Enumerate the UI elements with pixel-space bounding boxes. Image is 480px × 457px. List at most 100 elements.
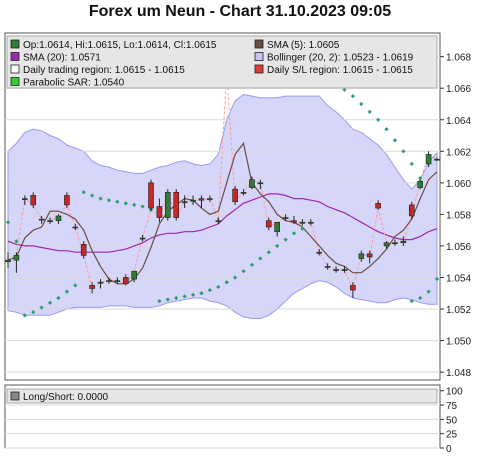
chart-title: Forex um Neun - Chart 31.10.2023 09:05	[88, 3, 392, 20]
sar-dot	[174, 295, 179, 301]
candle-body	[324, 266, 331, 268]
legend-swatch-icon	[10, 77, 20, 86]
sar-dot	[409, 299, 414, 304]
candle-body	[291, 220, 297, 223]
candle-body	[30, 195, 37, 206]
sar-dot	[384, 127, 389, 132]
sar-dot	[426, 289, 431, 294]
candle-body	[55, 215, 62, 221]
sar-dot	[409, 161, 414, 167]
close-link-line	[7, 70, 438, 292]
legend-label: Parabolic SAR: 1.0540	[23, 78, 125, 89]
sar-dot	[249, 262, 255, 267]
candle-body	[13, 255, 20, 261]
sar-dot	[392, 138, 398, 143]
candle-body	[64, 195, 70, 206]
legend-label: SMA (5): 1.0605	[267, 40, 340, 51]
sar-dot	[132, 202, 137, 208]
sar-dot	[157, 299, 162, 304]
sar-dot	[291, 231, 297, 236]
y-tick-label: 75	[446, 401, 458, 412]
candle-body	[114, 280, 121, 282]
candle-body	[47, 220, 53, 222]
candle-body	[148, 182, 154, 209]
y-tick-label: 1.060	[446, 179, 471, 190]
candle-body	[215, 220, 222, 222]
candle-body	[89, 285, 95, 289]
legend-swatch-icon	[254, 52, 264, 61]
candle-body	[383, 242, 390, 247]
sar-dot	[89, 193, 95, 198]
sar-dot	[106, 198, 112, 203]
longshort-label: Long/Short: 0.0000	[23, 392, 109, 403]
y-tick-label: 25	[446, 430, 458, 441]
legend-box	[6, 35, 438, 89]
legend-swatch-icon	[254, 39, 264, 49]
candle-body	[425, 154, 432, 165]
sar-dot	[98, 196, 103, 201]
sar-dot	[258, 256, 263, 261]
candle-body	[408, 204, 415, 217]
y-tick-label: 1.062	[446, 147, 471, 158]
sar-dot	[190, 292, 196, 297]
y-tick-label: 50	[446, 415, 458, 426]
candle-body	[434, 158, 440, 161]
y-tick-label: 1.050	[446, 337, 471, 348]
candle-body	[299, 221, 306, 224]
candle-body	[5, 259, 11, 263]
candle-body	[181, 201, 188, 204]
sar-dot	[300, 226, 305, 231]
candle-body	[240, 192, 247, 194]
candle-body	[165, 192, 171, 218]
y-tick-label: 0	[446, 444, 452, 455]
sar-dot	[165, 297, 170, 302]
candle-body	[198, 198, 205, 201]
candle-body	[131, 270, 137, 280]
bollinger-band	[7, 93, 438, 319]
y-tick-label: 1.066	[446, 84, 471, 95]
legend-label: Bollinger (20, 2): 1.0523 - 1.0619	[267, 53, 414, 64]
legend-swatch-icon	[254, 64, 264, 74]
legend-swatch-icon	[10, 52, 20, 61]
y-tick-label: 100	[446, 387, 463, 398]
sar-dot	[14, 239, 19, 244]
candle-body	[38, 218, 45, 221]
candle-body	[316, 251, 323, 254]
candle-body	[207, 198, 213, 200]
sma20-line	[7, 193, 438, 253]
candle-body	[366, 253, 373, 258]
y-tick-label: 1.052	[446, 305, 471, 316]
candle-body	[417, 180, 423, 188]
sma5-line	[7, 141, 438, 285]
candle-body	[341, 269, 348, 271]
sar-dot	[232, 275, 238, 280]
candle-body	[308, 221, 314, 224]
candle-body	[274, 221, 280, 233]
y-tick-label: 1.068	[446, 53, 471, 64]
sar-dot	[418, 295, 423, 301]
sar-dot	[140, 204, 145, 209]
candle-body	[249, 179, 255, 188]
sar-dot	[283, 237, 288, 242]
sar-dot	[123, 201, 128, 206]
candle-body	[400, 240, 407, 244]
candle-body	[173, 192, 180, 218]
sar-dot	[5, 220, 11, 225]
longshort-legend-box	[6, 388, 438, 404]
sar-dot	[401, 149, 406, 154]
candle-body	[106, 280, 112, 282]
y-tick-label: 1.056	[446, 242, 471, 253]
legend-label: Daily trading region: 1.0615 - 1.0615	[23, 65, 185, 76]
candle-body	[139, 237, 146, 240]
sar-dot	[182, 294, 187, 299]
sar-dot	[418, 175, 423, 181]
candle-body	[156, 206, 163, 218]
candle-body	[282, 217, 289, 219]
legend-label: Op:1.0614, Hi:1.0615, Lo:1.0614, Cl:1.06…	[23, 40, 217, 51]
candle-body	[72, 226, 79, 229]
y-tick-label: 1.058	[446, 210, 471, 221]
candle-body	[97, 281, 104, 284]
candle-body	[333, 269, 339, 271]
